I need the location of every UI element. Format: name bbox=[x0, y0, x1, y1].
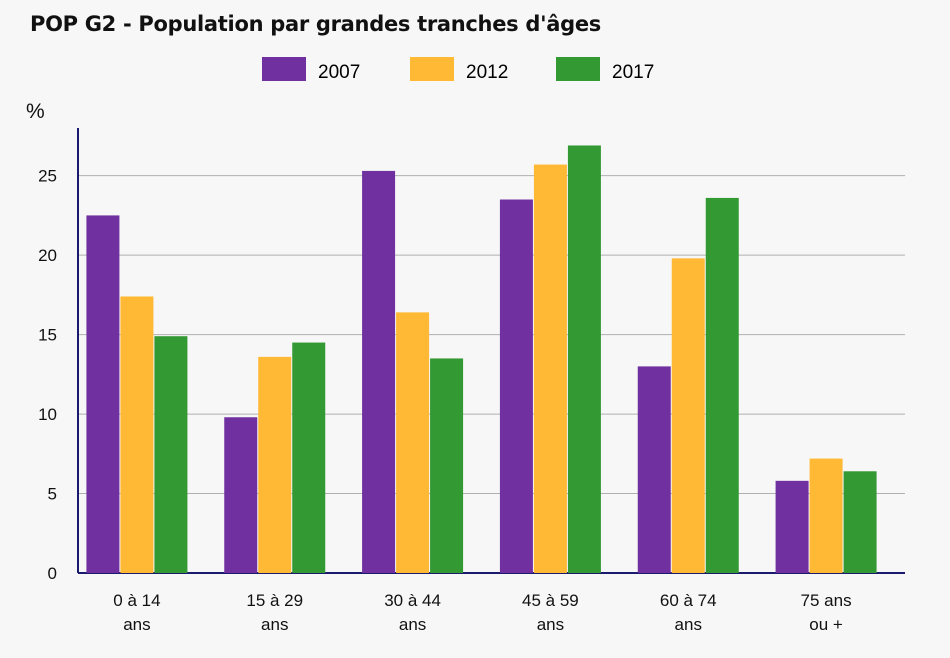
legend-swatch-2017 bbox=[556, 57, 600, 81]
x-tick-label-3-0: 45 à 59 bbox=[522, 591, 579, 610]
x-tick-label-2-0: 30 à 44 bbox=[384, 591, 441, 610]
bar-2012-4 bbox=[671, 258, 705, 573]
x-tick-label-0-1: ans bbox=[123, 615, 150, 634]
y-tick-label-15: 15 bbox=[38, 326, 57, 345]
bar-2007-0 bbox=[86, 215, 120, 574]
x-tick-label-1-1: ans bbox=[261, 615, 288, 634]
bar-2017-4 bbox=[705, 197, 739, 573]
y-tick-label-5: 5 bbox=[48, 485, 57, 504]
bar-2012-1 bbox=[258, 356, 292, 573]
bar-2007-4 bbox=[637, 366, 671, 573]
y-tick-label-10: 10 bbox=[38, 405, 57, 424]
y-tick-label-20: 20 bbox=[38, 246, 57, 265]
y-tick-label-25: 25 bbox=[38, 167, 57, 186]
bar-2012-2 bbox=[396, 312, 430, 573]
bar-2017-2 bbox=[430, 358, 464, 573]
x-tick-label-4-1: ans bbox=[675, 615, 702, 634]
bar-2007-3 bbox=[499, 199, 533, 573]
x-tick-label-4-0: 60 à 74 bbox=[660, 591, 717, 610]
x-tick-label-5-0: 75 ans bbox=[801, 591, 852, 610]
bar-2007-1 bbox=[224, 417, 258, 573]
x-tick-label-0-0: 0 à 14 bbox=[113, 591, 160, 610]
bar-2012-0 bbox=[120, 296, 154, 573]
bar-2012-5 bbox=[809, 458, 843, 573]
chart-title: POP G2 - Population par grandes tranches… bbox=[30, 12, 601, 36]
y-axis-label: % bbox=[26, 100, 45, 123]
legend-label-2007: 2007 bbox=[318, 62, 360, 83]
x-tick-label-1-0: 15 à 29 bbox=[246, 591, 303, 610]
legend-label-2017: 2017 bbox=[612, 62, 654, 83]
legend-swatch-2007 bbox=[262, 57, 306, 81]
bar-2007-2 bbox=[362, 170, 396, 574]
legend-label-2012: 2012 bbox=[466, 62, 508, 83]
bar-2017-3 bbox=[567, 145, 601, 573]
x-tick-label-2-1: ans bbox=[399, 615, 426, 634]
bar-2017-1 bbox=[292, 342, 326, 573]
y-tick-label-0: 0 bbox=[48, 564, 57, 583]
legend-swatch-2012 bbox=[410, 57, 454, 81]
bar-2017-0 bbox=[154, 336, 188, 573]
bar-2007-5 bbox=[775, 480, 809, 573]
bar-2012-3 bbox=[533, 164, 567, 573]
bar-2017-5 bbox=[843, 471, 877, 573]
x-tick-label-5-1: ou + bbox=[809, 615, 843, 634]
x-tick-label-3-1: ans bbox=[537, 615, 564, 634]
